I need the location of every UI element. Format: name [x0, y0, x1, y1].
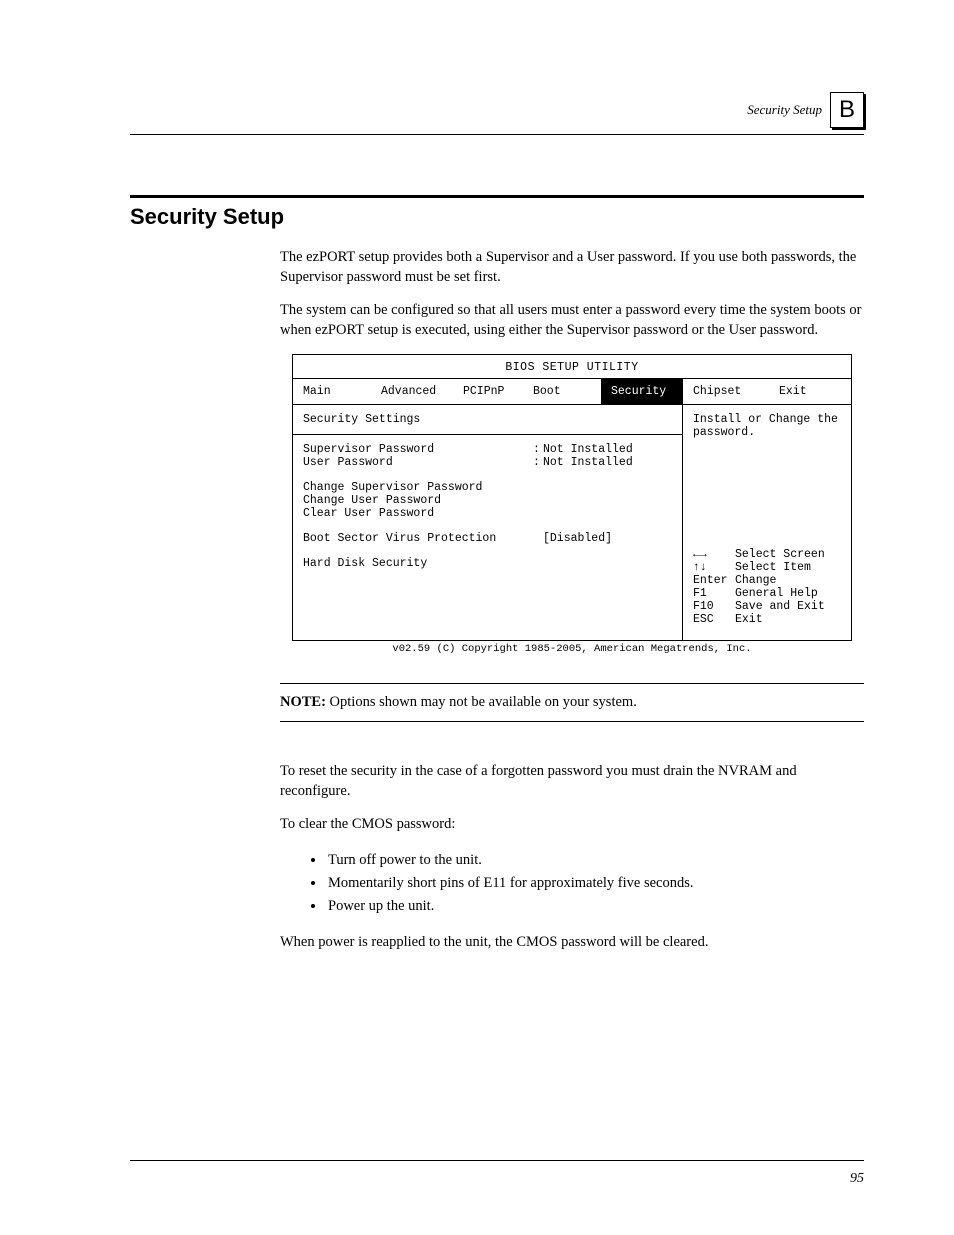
help-key-ud-label: Select Item [735, 561, 811, 574]
help-row-esc: ESC Exit [693, 613, 841, 626]
clear-steps-list: Turn off power to the unit. Momentarily … [280, 849, 864, 919]
paragraph-reapplied: When power is reapplied to the unit, the… [280, 933, 864, 953]
help-key-f1: F1 [693, 587, 735, 600]
bios-tab-advanced[interactable]: Advanced [371, 379, 453, 404]
footer-rule [130, 1160, 864, 1161]
running-head-label: Security Setup [747, 102, 822, 118]
help-key-lr-icon: ←→ [693, 548, 735, 561]
help-row-ud: ↑↓ Select Item [693, 561, 841, 574]
bios-row-bootsector[interactable]: Boot Sector Virus Protection [Disabled] [303, 532, 672, 545]
spacer [303, 570, 672, 626]
body-column: The ezPORT setup provides both a Supervi… [280, 248, 864, 952]
bios-label-supervisor: Supervisor Password [303, 443, 533, 456]
bios-tab-main[interactable]: Main [293, 379, 371, 404]
help-key-enter: Enter [693, 574, 735, 587]
bios-menu-change-supervisor[interactable]: Change Supervisor Password [303, 481, 672, 494]
bios-subtitle: Security Settings [293, 405, 682, 435]
note-line: NOTE: Options shown may not be available… [280, 694, 864, 711]
bios-tab-security[interactable]: Security [601, 379, 683, 404]
list-item: Momentarily short pins of E11 for approx… [326, 872, 864, 895]
bios-figure: BIOS SETUP UTILITY Main Advanced PCIPnP … [280, 354, 864, 655]
help-row-enter: Enter Change [693, 574, 841, 587]
bios-row-user: User Password : Not Installed [303, 456, 672, 469]
bios-copyright: v02.59 (C) Copyright 1985-2005, American… [292, 643, 852, 655]
bios-tab-chipset[interactable]: Chipset [683, 379, 769, 404]
bios-label-user: User Password [303, 456, 533, 469]
intro-paragraph-1: The ezPORT setup provides both a Supervi… [280, 248, 864, 287]
spacer [303, 469, 672, 481]
bios-right-pane: Install or Change the password. ←→ Selec… [683, 405, 851, 640]
note-rule-bottom [280, 721, 864, 722]
list-item: Power up the unit. [326, 895, 864, 918]
bios-menu-clear-user[interactable]: Clear User Password [303, 507, 672, 520]
bios-tab-boot[interactable]: Boot [523, 379, 601, 404]
help-row-f10: F10 Save and Exit [693, 600, 841, 613]
intro-paragraph-2: The system can be configured so that all… [280, 301, 864, 340]
help-key-f1-label: General Help [735, 587, 818, 600]
bios-value-bootsector: [Disabled] [543, 532, 612, 545]
spacer [303, 545, 672, 557]
help-key-esc: ESC [693, 613, 735, 626]
paragraph-clear-intro: To clear the CMOS password: [280, 815, 864, 835]
bios-value-supervisor: Not Installed [543, 443, 633, 456]
bios-help-keys: ←→ Select Screen ↑↓ Select Item Enter Ch… [693, 548, 841, 626]
help-key-ud-icon: ↑↓ [693, 561, 735, 574]
page-number: 95 [850, 1171, 864, 1187]
bios-left-pane: Security Settings Supervisor Password : … [293, 405, 683, 640]
content-column: Security Setup The ezPORT setup provides… [130, 195, 864, 966]
note-text: Options shown may not be available on yo… [330, 694, 637, 710]
list-item: Turn off power to the unit. [326, 849, 864, 872]
bios-menu-hdd-security[interactable]: Hard Disk Security [303, 557, 672, 570]
bios-body: Security Settings Supervisor Password : … [293, 405, 851, 640]
appendix-letter-box: B [830, 92, 864, 128]
paragraph-reset: To reset the security in the case of a f… [280, 762, 864, 801]
note-rule-top [280, 683, 864, 684]
help-key-esc-label: Exit [735, 613, 763, 626]
bios-tab-exit[interactable]: Exit [769, 379, 829, 404]
page: Security Setup B Security Setup The ezPO… [0, 0, 954, 1235]
help-row-lr: ←→ Select Screen [693, 548, 841, 561]
spacer [303, 520, 672, 532]
note-label: NOTE: [280, 694, 326, 710]
help-key-f10: F10 [693, 600, 735, 613]
help-key-enter-label: Change [735, 574, 776, 587]
help-key-lr-label: Select Screen [735, 548, 825, 561]
bios-colon: : [533, 456, 543, 469]
section-title: Security Setup [130, 204, 864, 230]
bios-colon: : [533, 443, 543, 456]
bios-tab-bar: Main Advanced PCIPnP Boot Security Chips… [293, 379, 851, 405]
bios-label-bootsector: Boot Sector Virus Protection [303, 532, 543, 545]
bios-title: BIOS SETUP UTILITY [293, 355, 851, 379]
running-head: Security Setup B [747, 92, 864, 128]
section-rule [130, 195, 864, 198]
bios-value-user: Not Installed [543, 456, 633, 469]
bios-tab-pcipnp[interactable]: PCIPnP [453, 379, 523, 404]
bios-row-supervisor: Supervisor Password : Not Installed [303, 443, 672, 456]
bios-box: BIOS SETUP UTILITY Main Advanced PCIPnP … [292, 354, 852, 641]
bios-help-text: Install or Change the password. [693, 413, 841, 439]
help-row-f1: F1 General Help [693, 587, 841, 600]
header-rule [130, 134, 864, 135]
bios-menu-change-user[interactable]: Change User Password [303, 494, 672, 507]
help-key-f10-label: Save and Exit [735, 600, 825, 613]
